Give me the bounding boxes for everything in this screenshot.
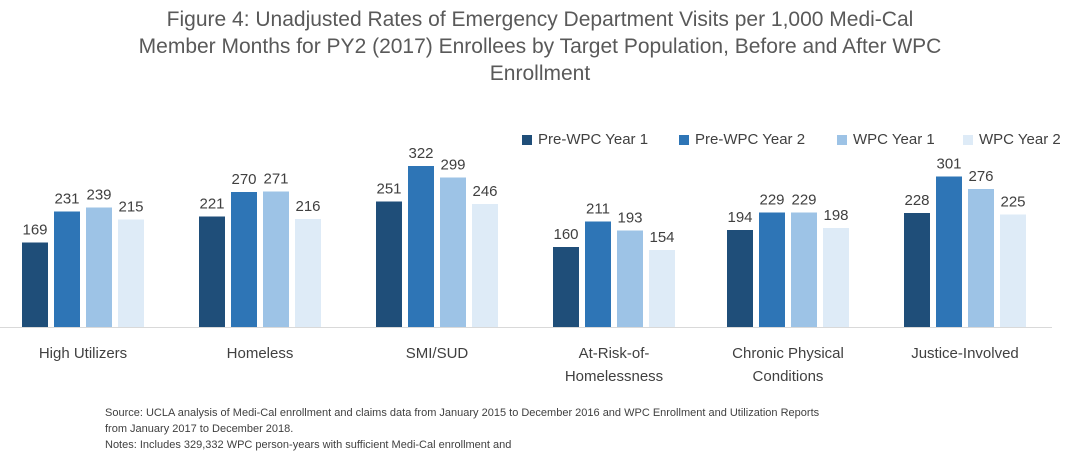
bar [968, 189, 994, 327]
bar [904, 213, 930, 327]
bar [823, 228, 849, 327]
x-tick-label: Justice-Involved [911, 345, 1019, 362]
bar [263, 191, 289, 327]
legend-label: WPC Year 2 [979, 131, 1061, 148]
chart-title-line-1: Figure 4: Unadjusted Rates of Emergency … [166, 8, 914, 31]
footnote-line-3: Notes: Includes 329,332 WPC person-years… [105, 439, 512, 451]
bar [472, 204, 498, 327]
data-label: 154 [649, 229, 674, 246]
bar [199, 216, 225, 327]
x-tick-label: High Utilizers [39, 345, 127, 362]
data-label: 322 [408, 145, 433, 162]
data-label: 193 [617, 210, 642, 227]
bar [585, 221, 611, 327]
data-label: 228 [904, 192, 929, 209]
bar [54, 211, 80, 327]
bar [791, 212, 817, 327]
data-label: 251 [376, 181, 401, 198]
legend-swatch [522, 135, 532, 145]
bar [231, 192, 257, 327]
data-label: 160 [553, 226, 578, 243]
legend-swatch [963, 135, 973, 145]
bar [649, 250, 675, 327]
data-label: 216 [295, 198, 320, 215]
data-label: 194 [727, 209, 752, 226]
data-label: 229 [759, 192, 784, 209]
bar [1000, 214, 1026, 327]
data-label: 270 [231, 171, 256, 188]
data-label: 229 [791, 192, 816, 209]
chart-title-line-2: Member Months for PY2 (2017) Enrollees b… [138, 35, 942, 58]
data-label: 299 [440, 157, 465, 174]
data-label: 239 [86, 187, 111, 204]
x-tick-label: Homeless [227, 345, 294, 362]
data-label: 225 [1000, 194, 1025, 211]
x-tick-label: Chronic Physical [732, 345, 844, 362]
data-label: 301 [936, 156, 961, 173]
bar [617, 230, 643, 327]
bar [936, 176, 962, 327]
bar [408, 166, 434, 327]
legend-label: Pre-WPC Year 1 [538, 131, 649, 148]
legend-label: WPC Year 1 [853, 131, 935, 148]
chart-title: Figure 4: Unadjusted Rates of Emergency … [40, 6, 1040, 87]
legend-swatch [837, 135, 847, 145]
bar [376, 201, 402, 327]
data-label: 271 [263, 171, 288, 188]
bar [86, 207, 112, 327]
footnote-line-1: Source: UCLA analysis of Medi-Cal enroll… [105, 407, 820, 419]
data-label: 198 [823, 207, 848, 224]
x-tick-label: At-Risk-of- [579, 345, 650, 362]
data-label: 246 [472, 183, 497, 200]
chart-title-line-3: Enrollment [489, 62, 591, 85]
bar [22, 242, 48, 327]
data-label: 211 [586, 201, 610, 218]
data-label: 221 [199, 196, 224, 213]
data-label: 231 [54, 191, 79, 208]
bar [727, 230, 753, 327]
bar [759, 212, 785, 327]
bar-chart: 169 231 239 215 High Utilizers 221 270 271 216 Ho… [0, 145, 1052, 385]
bar [440, 177, 466, 327]
data-label: 215 [118, 199, 143, 216]
chart-footnote: Source: UCLA analysis of Medi-Cal enroll… [105, 405, 1035, 453]
bar [118, 219, 144, 327]
x-tick-label: SMI/SUD [406, 345, 469, 362]
data-label: 169 [22, 222, 47, 239]
legend-label: Pre-WPC Year 2 [695, 131, 806, 148]
bar [295, 219, 321, 327]
x-tick-label: Homelessness [565, 368, 663, 385]
data-label: 276 [968, 168, 993, 185]
legend-swatch [679, 135, 689, 145]
footnote-line-2: from January 2017 to December 2018. [105, 423, 294, 435]
x-tick-label: Conditions [753, 368, 824, 385]
bar [553, 247, 579, 327]
